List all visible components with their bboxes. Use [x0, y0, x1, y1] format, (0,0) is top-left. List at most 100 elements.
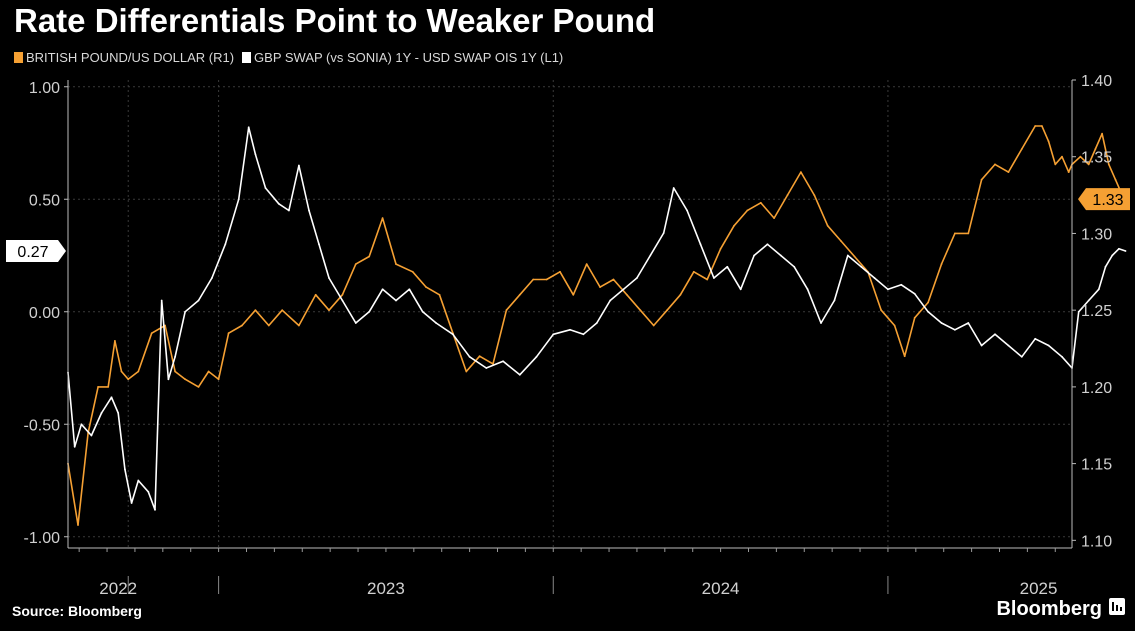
legend-label-gbpusd: BRITISH POUND/US DOLLAR (R1) — [26, 50, 235, 65]
swap-spread-point-15 — [184, 310, 187, 313]
swap-spread-point-68 — [887, 288, 889, 291]
gbpusd-point-69 — [940, 263, 943, 265]
swap-spread-point-24 — [288, 209, 290, 212]
gbpusd-point-14 — [207, 370, 210, 373]
gbpusd-point-57 — [786, 194, 789, 197]
swap-spread-point-28 — [328, 277, 330, 279]
gbpusd-point-22 — [314, 293, 317, 296]
swap-spread-point-48 — [622, 288, 625, 291]
gbpusd-point-20 — [281, 309, 284, 312]
gbpusd-point-18 — [254, 309, 257, 312]
swap-spread-point-83 — [1077, 310, 1080, 313]
swap-spread-point-60 — [779, 254, 782, 257]
swap-spread-point-61 — [793, 265, 796, 268]
gbpusd-point-29 — [411, 270, 414, 273]
right-tick-label-6: 1.10 — [1081, 533, 1112, 550]
gbpusd-point-87 — [1107, 163, 1110, 166]
swap-spread-point-65 — [846, 254, 849, 257]
swap-spread-point-63 — [820, 322, 822, 324]
legend-label-swap-spread: GBP SWAP (vs SONIA) 1Y - USD SWAP OIS 1Y… — [254, 50, 564, 65]
swap-spread-point-45 — [582, 333, 585, 336]
gbpusd-point-61 — [840, 240, 842, 243]
gbpusd-point-79 — [1054, 163, 1057, 166]
swap-spread-point-9 — [137, 479, 140, 482]
swap-spread-point-38 — [468, 355, 471, 358]
gbpusd-point-72 — [980, 178, 983, 181]
gbpusd-point-70 — [954, 232, 956, 235]
source-note: Source: Bloomberg — [12, 603, 142, 619]
swap-spread-point-23 — [277, 202, 280, 205]
series-line-swap-spread — [67, 126, 1126, 511]
gbpusd-point-81 — [1067, 171, 1070, 174]
gbpusd-point-58 — [800, 171, 802, 174]
gbpusd-point-76 — [1034, 125, 1037, 127]
swap-spread-point-12 — [160, 299, 163, 302]
swap-spread-point-78 — [1020, 355, 1023, 358]
gbpusd-point-28 — [395, 263, 397, 265]
swap-spread-point-43 — [552, 333, 555, 336]
swap-spread-point-64 — [833, 299, 836, 302]
swap-spread-point-13 — [167, 378, 170, 381]
gbpusd-point-6 — [120, 370, 123, 373]
swap-spread-point-46 — [595, 322, 598, 324]
x-tick-label-2024: 2024 — [702, 579, 740, 598]
swap-spread-point-37 — [452, 333, 454, 336]
gbpusd-point-27 — [381, 217, 384, 220]
swap-spread-point-74 — [967, 322, 970, 324]
right-tick-label-1: 1.35 — [1081, 150, 1112, 167]
swap-spread-point-69 — [900, 283, 903, 286]
gbpusd-point-47 — [652, 324, 655, 327]
gbpusd-point-77 — [1041, 125, 1043, 127]
swap-spread-point-44 — [569, 328, 571, 331]
swap-spread-point-34 — [408, 288, 411, 291]
gbpusd-point-17 — [241, 324, 243, 327]
gbpusd-point-51 — [706, 278, 709, 281]
legend-swatch-gbpusd — [14, 52, 23, 63]
gbpusd-point-59 — [813, 194, 816, 197]
swap-spread-point-25 — [298, 164, 300, 167]
swap-spread-point-29 — [341, 299, 344, 302]
gbpusd-point-15 — [217, 378, 220, 381]
legend-item-gbpusd: BRITISH POUND/US DOLLAR (R1) — [14, 50, 234, 65]
swap-spread-point-1 — [73, 445, 76, 448]
gbpusd-point-48 — [666, 309, 668, 312]
gbpusd-point-71 — [967, 232, 970, 235]
gbpusd-point-74 — [1007, 171, 1010, 174]
chart-legend: BRITISH POUND/US DOLLAR (R1) GBP SWAP (v… — [14, 50, 571, 65]
gbpusd-point-73 — [994, 163, 996, 166]
left-tick-label-2: 0.00 — [29, 305, 60, 322]
gbpusd-point-75 — [1020, 148, 1023, 150]
gbpusd-point-4 — [107, 386, 110, 388]
swap-spread-point-88 — [1118, 247, 1120, 250]
swap-spread-point-85 — [1097, 288, 1100, 291]
swap-spread-point-67 — [873, 277, 876, 279]
swap-spread-point-35 — [421, 310, 424, 313]
gbpusd-point-84 — [1087, 163, 1090, 166]
gbpusd-point-30 — [425, 286, 427, 288]
gbpusd-point-42 — [585, 263, 588, 265]
gbpusd-point-50 — [692, 270, 695, 273]
swap-spread-point-54 — [699, 243, 702, 246]
gbpusd-point-83 — [1079, 155, 1082, 158]
swap-spread-point-70 — [913, 292, 916, 295]
chart-title: Rate Differentials Point to Weaker Pound — [14, 2, 656, 39]
gbpusd-point-11 — [174, 370, 177, 373]
swap-spread-point-87 — [1111, 254, 1114, 257]
gbpusd-point-40 — [559, 270, 561, 273]
gbpusd-point-39 — [545, 278, 548, 281]
gbpusd-point-53 — [733, 224, 735, 227]
legend-swatch-swap-spread — [242, 52, 252, 63]
gbpusd-point-31 — [438, 293, 441, 296]
swap-spread-point-81 — [1061, 355, 1063, 358]
left-tick-label-4: -1.00 — [24, 530, 61, 547]
swap-spread-point-59 — [766, 243, 769, 246]
gbpusd-point-45 — [626, 293, 628, 296]
gbpusd-point-19 — [267, 324, 270, 327]
swap-spread-point-47 — [609, 299, 612, 302]
swap-spread-point-19 — [237, 198, 240, 201]
gbpusd-point-12 — [184, 378, 187, 381]
left-tick-label-0: 1.00 — [29, 80, 60, 97]
last-value-label-swap-spread: 0.27 — [17, 244, 48, 261]
gbpusd-point-23 — [328, 309, 330, 312]
gbpusd-point-36 — [505, 309, 508, 312]
